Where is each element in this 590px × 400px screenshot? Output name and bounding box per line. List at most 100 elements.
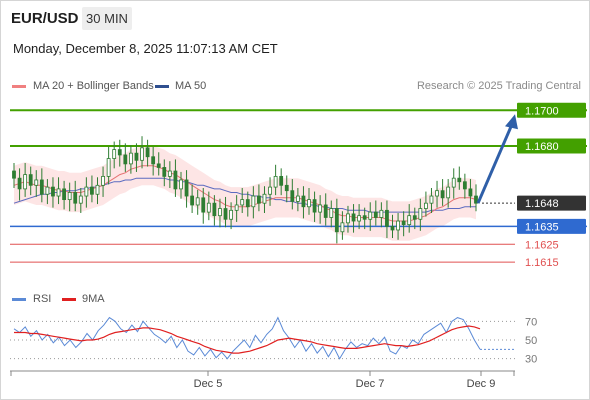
candle-body [318, 204, 323, 213]
candle [45, 179, 50, 205]
candle [468, 179, 473, 208]
interval-badge[interactable]: 30 MIN [82, 7, 132, 30]
candle-body [424, 202, 428, 209]
candle-body [123, 154, 128, 165]
candle-body [474, 195, 478, 204]
candle [73, 180, 78, 212]
candle [290, 179, 295, 210]
candle-body [412, 215, 417, 220]
candle-body [290, 190, 295, 202]
candle [273, 164, 278, 196]
candle [62, 180, 66, 210]
candle-body [373, 211, 378, 218]
candle-body [229, 209, 233, 220]
candle [134, 143, 139, 172]
candle [184, 170, 189, 208]
candle-body [440, 190, 445, 199]
copyright: Research © 2025 Trading Central [416, 80, 581, 92]
legend-ma20: MA 20 + Bollinger Bands [12, 80, 154, 92]
candle-body [212, 202, 217, 217]
candle [312, 191, 317, 222]
candle [162, 159, 167, 187]
candle-body [390, 226, 395, 231]
candle [295, 188, 300, 212]
candle [279, 168, 284, 196]
candle-body [162, 167, 167, 177]
candle [429, 188, 434, 214]
candle-body [301, 195, 306, 208]
x-tick-label: Dec 7 [356, 378, 385, 390]
candle [167, 161, 172, 188]
candle [128, 145, 133, 174]
candle-body [17, 177, 22, 190]
candle-body [368, 211, 373, 220]
candle [307, 188, 311, 215]
candle [95, 177, 100, 205]
candle [301, 186, 306, 219]
candle-body [446, 186, 451, 199]
candle [440, 179, 445, 206]
level-box-1.1648 [517, 195, 586, 211]
candle-body [184, 179, 189, 197]
candle-body [117, 149, 122, 156]
candle [117, 139, 122, 167]
candle [362, 207, 367, 230]
candle-body [284, 184, 289, 192]
candle [396, 213, 400, 240]
legend-9ma-label: 9MA [82, 293, 105, 305]
candle [23, 162, 28, 197]
candle [39, 168, 44, 203]
candle [268, 177, 272, 206]
candle-body [351, 213, 356, 222]
price-levels: 1.1700 1.1680 1.1648 1.1635 1.1625 1.1615 [10, 102, 587, 269]
candle-body [401, 220, 406, 226]
candle [112, 141, 117, 169]
candle [28, 166, 33, 196]
candle [17, 168, 22, 201]
rsi-tick-50: 50 [525, 335, 537, 347]
candle [401, 211, 406, 237]
candle [123, 143, 128, 172]
candle-body [145, 147, 150, 158]
candle-body [451, 177, 456, 188]
candle [407, 204, 412, 233]
candle [140, 136, 144, 169]
rsi-tick-30: 30 [525, 354, 537, 366]
candle [151, 146, 156, 176]
x-tick-label: Dec 9 [467, 378, 496, 390]
candle [262, 186, 267, 214]
timestamp: Monday, December 8, 2025 11:07:13 AM CET [13, 41, 278, 56]
candle [318, 195, 323, 224]
legend-9ma-swatch [62, 298, 76, 301]
candle [78, 188, 83, 214]
level-box-1.1700 [517, 102, 586, 118]
level-label-1.1700: 1.1700 [525, 105, 559, 117]
candle-body [45, 186, 50, 195]
rsi-panel: 70 50 30 [10, 316, 537, 366]
candle-body [23, 174, 28, 190]
candle [257, 184, 261, 212]
candle [251, 186, 256, 219]
candle [173, 159, 178, 197]
legend-ma50-swatch [155, 85, 169, 88]
candle-body [279, 175, 284, 186]
candle [195, 189, 200, 215]
candle-body [34, 179, 39, 186]
candle-body [56, 188, 61, 197]
level-box-1.1680 [517, 138, 586, 154]
candle-body [435, 190, 439, 197]
candle-body [418, 208, 423, 220]
candle [206, 191, 211, 221]
candle-body [179, 179, 183, 190]
candle-body [346, 213, 350, 224]
candle [223, 196, 228, 228]
candle [245, 191, 250, 217]
candle [51, 177, 55, 208]
candle-body [357, 215, 362, 222]
candle-body [379, 209, 384, 218]
rsi-line [13, 316, 481, 360]
legend-ma50: MA 50 [155, 80, 206, 92]
rsi-tick-70: 70 [525, 316, 537, 328]
candle-body [340, 222, 345, 233]
